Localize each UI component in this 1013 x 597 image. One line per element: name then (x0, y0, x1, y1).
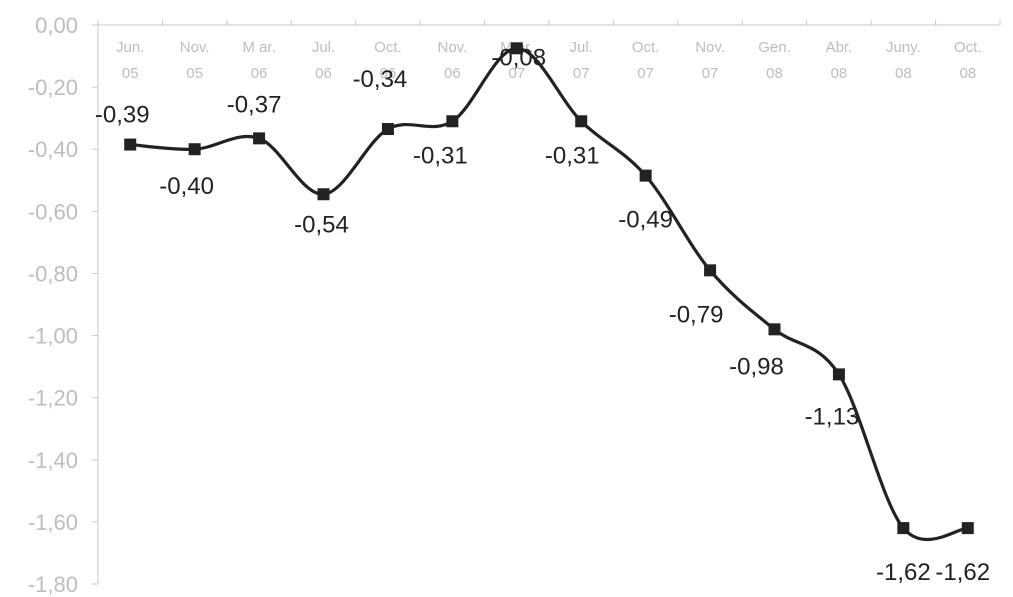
x-tick-label: Oct. (632, 39, 660, 56)
data-label: -0,40 (159, 173, 214, 200)
data-point-marker (832, 368, 845, 381)
x-tick-label: 08 (895, 65, 912, 82)
x-tick-label: 06 (444, 65, 461, 82)
x-tick-label: Jul. (312, 39, 335, 56)
x-tick-label: Juny. (886, 39, 921, 56)
data-label: -1,62 (935, 559, 990, 586)
x-tick-label: Nov. (437, 39, 467, 56)
series-group (124, 42, 974, 541)
data-label: -0,54 (294, 211, 349, 238)
y-tick-label: -0,40 (28, 137, 78, 162)
data-point-marker (124, 138, 137, 151)
y-tick-label: -0,60 (28, 199, 78, 224)
x-tick-label: Abr. (826, 39, 853, 56)
x-tick-label: 05 (186, 65, 203, 82)
x-tick-label: M ar. (242, 39, 275, 56)
data-labels: -0,39 -0,40 -0,37 -0,54 -0,34 -0,31 -0,08 -0,31… (95, 44, 990, 586)
x-tick-label: 07 (637, 65, 654, 82)
x-tick-label: 07 (573, 65, 590, 82)
x-tick-label: 08 (831, 65, 848, 82)
data-label: -0,08 (491, 44, 546, 71)
data-point-marker (188, 143, 201, 156)
x-tick-label: Nov. (695, 39, 725, 56)
data-label: -0,79 (669, 301, 724, 328)
x-tick-label: Jun. (116, 39, 144, 56)
data-point-marker (253, 132, 266, 145)
x-tick-label: Jul. (570, 39, 593, 56)
data-label: -0,31 (413, 142, 468, 169)
y-tick-label: -0,20 (28, 75, 78, 100)
data-point-marker (768, 323, 781, 336)
y-tick-label: -1,00 (28, 324, 78, 349)
y-tick-label: -1,60 (28, 510, 78, 535)
x-tick-label: Oct. (954, 39, 982, 56)
data-label: -0,31 (545, 142, 600, 169)
data-label: -1,13 (805, 403, 860, 430)
data-point-marker (317, 188, 330, 201)
y-tick-label: -1,20 (28, 386, 78, 411)
data-point-marker (704, 264, 717, 277)
x-tick-label: 07 (508, 65, 525, 82)
series-line (130, 46, 969, 541)
data-point-marker (575, 115, 588, 128)
axes (92, 20, 1001, 585)
y-tick-label: 0,00 (35, 13, 78, 38)
y-axis-ticks: 0,00 -0,20 -0,40 -0,60 -0,80 -1,00 -1,20 -1,40 -… (28, 13, 78, 597)
y-tick-label: -1,40 (28, 448, 78, 473)
x-tick-label: 06 (380, 65, 397, 82)
data-label: -0,49 (618, 207, 673, 234)
data-point-marker (381, 123, 394, 136)
data-point-marker (510, 42, 523, 55)
x-tick-label: Nov. (180, 39, 210, 56)
data-point-marker (446, 115, 459, 128)
data-point-marker (897, 522, 910, 535)
x-tick-label: 06 (251, 65, 268, 82)
x-tick-label: 08 (959, 65, 976, 82)
x-tick-label: Gen. (758, 39, 791, 56)
x-tick-label: 05 (122, 65, 139, 82)
data-label: -0,34 (353, 66, 408, 93)
data-label: -1,62 (876, 559, 931, 586)
data-label: -0,37 (227, 91, 282, 118)
data-label: -0,39 (95, 102, 150, 129)
data-point-marker (639, 169, 652, 182)
y-tick-label: -1,80 (28, 572, 78, 597)
x-tick-label: Oct. (374, 39, 402, 56)
x-tick-label: 06 (315, 65, 332, 82)
data-label: -0,98 (729, 353, 784, 380)
x-tick-label: 08 (766, 65, 783, 82)
x-tick-label: 07 (702, 65, 719, 82)
y-tick-label: -0,80 (28, 261, 78, 286)
data-point-marker (961, 522, 974, 535)
